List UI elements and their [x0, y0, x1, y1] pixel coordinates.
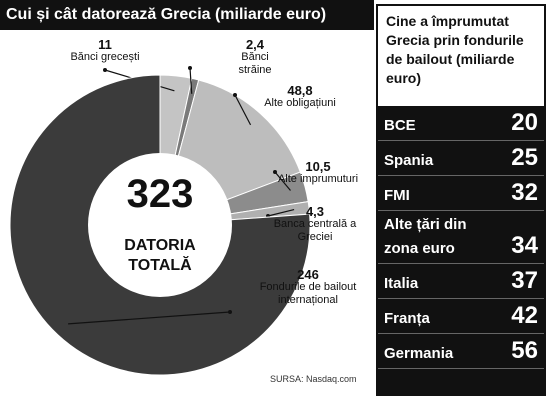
lender-name: FMI — [384, 187, 410, 204]
leader-line — [274, 171, 291, 191]
total-label-line: TOTALĂ — [128, 255, 192, 274]
leader-line — [267, 208, 295, 217]
value-label: 10,5 — [305, 159, 331, 174]
source: SURSA: Nasdaq.com — [270, 374, 357, 384]
slice-label: 10,5 Alte imprumuturi — [268, 160, 368, 186]
total-label: DATORIA TOTALĂ — [124, 237, 196, 274]
leader-dot — [188, 66, 192, 70]
lender-amount: 32 — [511, 179, 538, 206]
table-body: BCE 20 Spania 25 FMI 32 Alte țări din zona eur… — [378, 106, 544, 369]
table-row: Alte țări din zona euro 34 — [378, 211, 544, 264]
leader-dot — [233, 93, 237, 97]
category-label: Bănci străine — [238, 51, 272, 76]
slice-label: 11 Bănci grecești — [65, 38, 145, 64]
category-label: Alte imprumuturi — [277, 173, 359, 185]
lender-amount: 37 — [511, 267, 538, 294]
lender-name: Italia — [384, 275, 419, 292]
slice-label: 48,8 Alte obligațiuni — [255, 84, 345, 110]
chart-title: Cui și cât datorează Grecia (miliarde eu… — [0, 0, 374, 30]
value-label: 4,3 — [305, 204, 325, 219]
leader-dot — [103, 68, 107, 72]
lender-name: BCE — [384, 117, 416, 134]
value-label: 48,8 — [287, 83, 313, 98]
table-row: Germania 56 — [378, 334, 544, 369]
category-label: Alte obligațiuni — [264, 97, 336, 109]
slice-label: 4,3 Banca centrală a Greciei — [270, 205, 360, 244]
table-row: Italia 37 — [378, 264, 544, 299]
lender-amount: 20 — [511, 109, 538, 136]
total-label-line: DATORIA — [124, 237, 196, 254]
value-label: 246 — [297, 267, 319, 282]
lender-name: Spania — [384, 152, 434, 169]
category-label: Fondurile de bailout internațional — [259, 281, 357, 306]
category-label: Bănci grecești — [70, 51, 140, 63]
lender-amount: 25 — [511, 144, 538, 171]
table-title: Cine a împrumutat Grecia prin fondurile … — [378, 6, 544, 106]
value-label: 11 — [98, 37, 112, 52]
lender-panel: Cine a împrumutat Grecia prin fondurile … — [376, 4, 546, 396]
lender-name: Germania — [384, 345, 454, 362]
lender-amount: 42 — [511, 302, 538, 329]
pie-slice — [9, 74, 311, 376]
table-row: Franța 42 — [378, 299, 544, 334]
leader-line — [189, 67, 193, 94]
total-value: 323 — [127, 172, 194, 216]
table-row: BCE 20 — [378, 106, 544, 141]
chart: 323 DATORIA TOTALĂ — [9, 66, 311, 376]
leader-dot — [273, 170, 277, 174]
donut-hole — [88, 153, 232, 297]
table-row: FMI 32 — [378, 176, 544, 211]
lender-name: Alte țări din zona euro — [384, 216, 467, 257]
lender-name: Franța — [384, 310, 430, 327]
lender-amount: 34 — [511, 232, 538, 259]
category-label: Banca centrală a Greciei — [273, 218, 357, 243]
leader-dot — [228, 310, 232, 314]
leader-line — [234, 94, 252, 126]
value-label: 2,4 — [245, 37, 265, 52]
slice-label: 2,4 Bănci străine — [225, 38, 285, 77]
slice-label: 246 Fondurile de bailout internațional — [258, 268, 358, 307]
leader-line — [68, 311, 231, 325]
table-row: Spania 25 — [378, 141, 544, 176]
lender-amount: 56 — [511, 337, 538, 364]
